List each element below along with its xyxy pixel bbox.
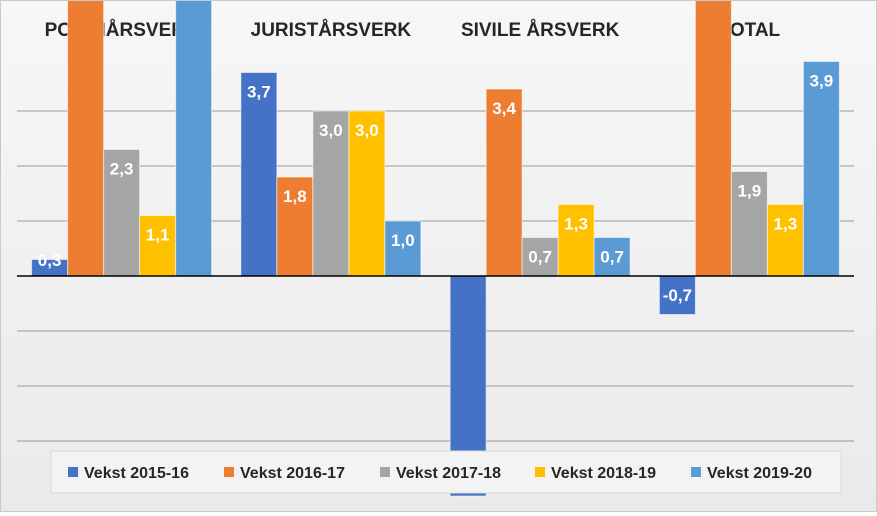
data-label: 1,3 (564, 215, 588, 234)
data-labels: 0,36,82,31,15,53,71,83,03,01,0-4,03,40,7… (38, 0, 834, 486)
legend: Vekst 2015-16 Vekst 2016-17 Vekst 2017-18 V… (50, 450, 842, 494)
bar (766, 204, 804, 277)
data-label: 1,9 (738, 182, 762, 201)
bar (694, 0, 732, 277)
category-title: SIVILE ÅRSVERK (461, 20, 620, 41)
data-label: 1,1 (146, 226, 170, 245)
legend-box (50, 450, 842, 494)
bar (557, 204, 595, 277)
data-label: 1,8 (283, 187, 307, 206)
data-label: 2,3 (110, 160, 134, 179)
bar (384, 220, 422, 277)
data-label: 0,7 (600, 248, 624, 267)
bar (730, 171, 768, 277)
data-label: 5,5 (182, 1, 206, 3)
data-label: 3,4 (492, 99, 516, 118)
data-label: 3,7 (247, 83, 271, 102)
bar (240, 72, 278, 277)
legend-swatch (380, 467, 390, 477)
bar (67, 0, 105, 277)
category-title: TOTAL (719, 20, 781, 41)
bars (31, 0, 840, 497)
legend-label: Vekst 2016-17 (240, 465, 345, 482)
category-title: JURISTÅRSVERK (251, 20, 412, 41)
bar (348, 110, 386, 277)
category-titles: POLITIÅRSVERK JURISTÅRSVERK SIVILE ÅRSVERK… (45, 20, 781, 41)
legend-swatch (691, 467, 701, 477)
data-label: 0,7 (528, 248, 552, 267)
bar (658, 275, 696, 315)
legend-swatch (224, 467, 234, 477)
data-label: 3,9 (810, 72, 834, 91)
data-label: 3,0 (319, 121, 343, 140)
legend-label: Vekst 2017-18 (396, 465, 501, 482)
data-label: 1,0 (391, 231, 415, 250)
legend-swatch (68, 467, 78, 477)
bar (175, 0, 213, 277)
legend-label: Vekst 2019-20 (707, 465, 812, 482)
bar (802, 61, 840, 277)
legend-label: Vekst 2018-19 (551, 465, 656, 482)
data-label: 1,3 (774, 215, 798, 234)
data-label: 0,3 (38, 251, 62, 270)
legend-swatch (535, 467, 545, 477)
legend-label: Vekst 2015-16 (84, 465, 189, 482)
data-label: -0,7 (663, 286, 692, 305)
data-label: 3,0 (355, 121, 379, 140)
